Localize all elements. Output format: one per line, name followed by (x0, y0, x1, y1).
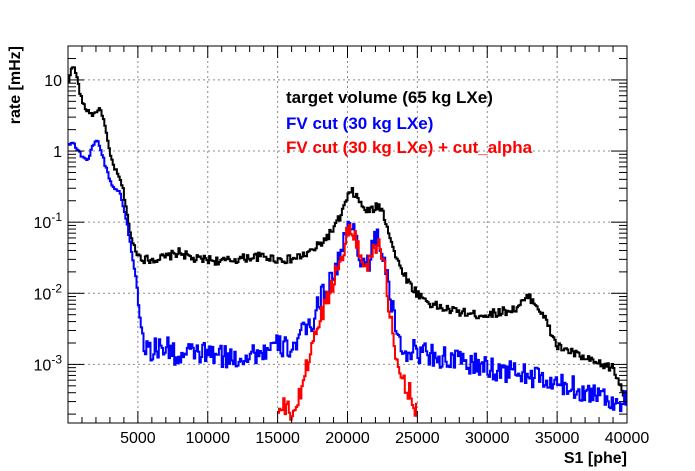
legend-entry-target-volume: target volume (65 kg LXe) (286, 88, 493, 107)
grid (68, 46, 627, 423)
x-tick-label: 15000 (255, 430, 300, 447)
legend-entry-fv-cut-alpha: FV cut (30 kg LXe) + cut_alpha (286, 138, 533, 157)
x-tick-label: 10000 (186, 430, 231, 447)
y-axis-label: rate [mHz] (7, 46, 24, 124)
plot-series (68, 66, 627, 421)
y-tick-label: 10-2 (34, 281, 63, 303)
legend-entry-fv-cut: FV cut (30 kg LXe) (286, 114, 433, 133)
x-tick-label: 40000 (605, 430, 650, 447)
series-line-0 (68, 66, 627, 402)
y-tick-label: 10-1 (34, 210, 63, 232)
legend: target volume (65 kg LXe) FV cut (30 kg … (286, 88, 533, 157)
x-tick-label: 35000 (535, 430, 580, 447)
y-tick-label: 1 (53, 144, 62, 161)
y-tick-label: 10-3 (34, 352, 63, 374)
x-tick-labels: 5000 10000 15000 20000 25000 30000 35000 40000 (120, 430, 649, 447)
x-tick-label: 25000 (395, 430, 440, 447)
series-line-2 (277, 223, 418, 421)
x-axis-label: S1 [phe] (564, 450, 627, 467)
x-tick-label: 20000 (325, 430, 370, 447)
x-tick-label: 30000 (465, 430, 510, 447)
y-tick-labels: 10 1 10-1 10-2 10-3 (34, 73, 63, 374)
axis-ticks (68, 45, 628, 423)
y-tick-label: 10 (44, 73, 62, 90)
x-tick-label: 5000 (120, 430, 156, 447)
